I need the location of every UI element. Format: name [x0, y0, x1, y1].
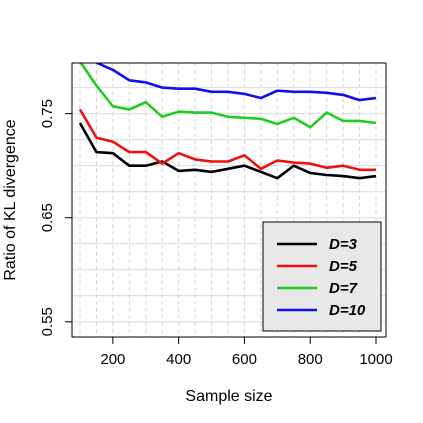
legend-label: D=10: [329, 302, 366, 319]
legend: D=3 D=5 D=7 D=10: [262, 221, 382, 332]
series-line-d7: [79, 63, 377, 129]
x-tick-label: 400: [166, 351, 191, 368]
series-line-d5: [78, 108, 376, 172]
legend-label: D=5: [329, 258, 358, 275]
y-tick-label: 0.65: [39, 203, 56, 232]
legend-label: D=3: [329, 236, 358, 253]
x-tick-label: 800: [298, 351, 323, 368]
series-line-d3: [78, 122, 377, 180]
y-tick-label: 0.75: [39, 99, 56, 128]
axes: 200 400 600 800 1000 0.55 0.65 0.75: [39, 99, 393, 368]
y-tick-label: 0.55: [39, 307, 56, 336]
y-axis-title: Ratio of KL divergence: [2, 119, 19, 280]
legend-label: D=7: [329, 280, 358, 297]
series-line-d10: [95, 63, 377, 102]
x-axis-title: Sample size: [185, 388, 272, 405]
x-tick-label: 200: [100, 351, 125, 368]
legend-box: [262, 221, 382, 332]
series-lines: [78, 63, 377, 180]
plot-frame: [71, 62, 387, 338]
x-tick-label: 1000: [359, 351, 392, 368]
x-tick-label: 600: [232, 351, 257, 368]
